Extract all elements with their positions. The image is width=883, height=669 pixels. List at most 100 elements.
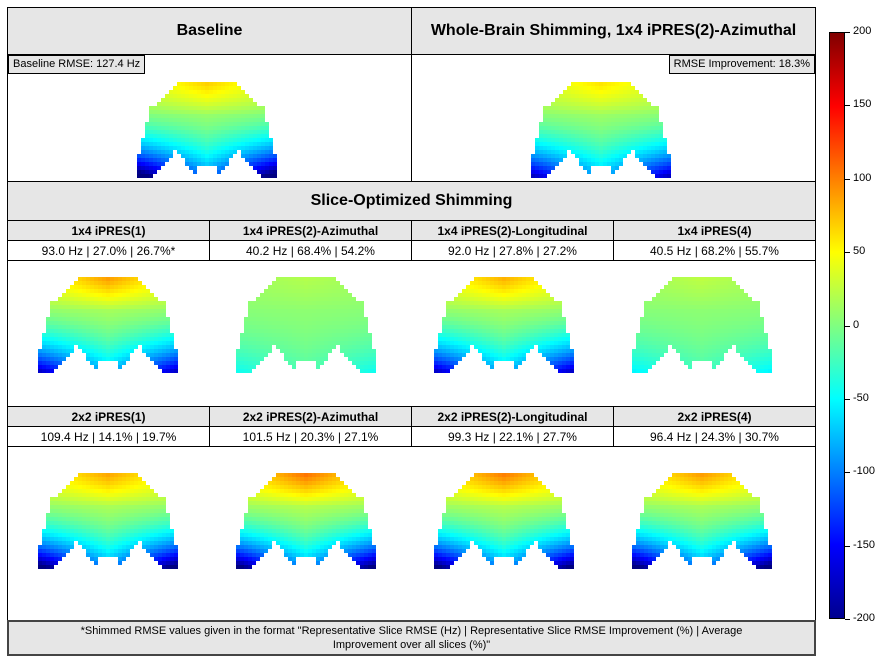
- heatmap-cell: [744, 297, 748, 301]
- heatmap-cell: [340, 285, 344, 289]
- heatmap-cell: [356, 341, 360, 345]
- heatmap-cell: [320, 509, 324, 513]
- heatmap-cell: [114, 289, 118, 293]
- heatmap-cell: [134, 541, 138, 545]
- heatmap-cell: [181, 82, 185, 86]
- heatmap-cell: [579, 138, 583, 142]
- heatmap-cell: [728, 305, 732, 309]
- heatmap-cell: [542, 489, 546, 493]
- heatmap-cell: [98, 325, 102, 329]
- heatmap-cell: [150, 545, 154, 549]
- heatmap-cell: [142, 345, 146, 349]
- heatmap-cell: [340, 537, 344, 541]
- heatmap-cell: [118, 497, 122, 501]
- heatmap-cell: [684, 357, 688, 361]
- heatmap-cell: [66, 325, 70, 329]
- heatmap-cell: [248, 561, 252, 565]
- heatmap-cell: [42, 565, 46, 569]
- heatmap-cell: [162, 305, 166, 309]
- heatmap-cell: [241, 114, 245, 118]
- heatmap-cell: [162, 553, 166, 557]
- heatmap-cell: [571, 102, 575, 106]
- heatmap-cell: [221, 122, 225, 126]
- heatmap-cell: [130, 301, 134, 305]
- heatmap-cell: [257, 118, 261, 122]
- heatmap-cell: [655, 158, 659, 162]
- heatmap-cell: [688, 333, 692, 337]
- heatmap-cell: [110, 353, 114, 357]
- heatmap-cell: [559, 142, 563, 146]
- heatmap-cell: [118, 317, 122, 321]
- heatmap-cell: [522, 357, 526, 361]
- heatmap-cell: [146, 329, 150, 333]
- heatmap-cell: [50, 541, 54, 545]
- heatmap-cell: [213, 122, 217, 126]
- heatmap-cell: [704, 341, 708, 345]
- heatmap-cell: [563, 94, 567, 98]
- heatmap-cell: [236, 553, 240, 557]
- heatmap-cell: [752, 305, 756, 309]
- heatmap-cell: [158, 561, 162, 565]
- heatmap-cell: [86, 477, 90, 481]
- heatmap-cell: [248, 509, 252, 513]
- heatmap-cell: [66, 525, 70, 529]
- heatmap-cell: [280, 541, 284, 545]
- heatmap-cell: [442, 361, 446, 365]
- heatmap-cell: [652, 317, 656, 321]
- heatmap-cell: [288, 289, 292, 293]
- heatmap-cell: [149, 134, 153, 138]
- heatmap-cell: [538, 485, 542, 489]
- heatmap-cell: [316, 313, 320, 317]
- heatmap-cell: [157, 142, 161, 146]
- heatmap-cell: [356, 561, 360, 565]
- heatmap-cell: [611, 102, 615, 106]
- heatmap-cell: [288, 513, 292, 517]
- heatmap-cell: [534, 321, 538, 325]
- heatmap-cell: [46, 537, 50, 541]
- heatmap-cell: [90, 493, 94, 497]
- heatmap-cell: [522, 353, 526, 357]
- heatmap-cell: [82, 337, 86, 341]
- heatmap-cell: [591, 158, 595, 162]
- heatmap-cell: [583, 158, 587, 162]
- heatmap-cell: [272, 477, 276, 481]
- heatmap-cell: [296, 545, 300, 549]
- heatmap-cell: [542, 345, 546, 349]
- heatmap-cell: [197, 110, 201, 114]
- heatmap-cell: [356, 365, 360, 369]
- heatmap-cell: [360, 317, 364, 321]
- heatmap-cell: [264, 333, 268, 337]
- heatmap-cell: [110, 501, 114, 505]
- heatmap-cell: [360, 325, 364, 329]
- heatmap-cell: [292, 333, 296, 337]
- heatmap-cell: [260, 489, 264, 493]
- heatmap-cell: [542, 333, 546, 337]
- heatmap-cell: [332, 477, 336, 481]
- heatmap-cell: [280, 537, 284, 541]
- heatmap-cell: [748, 361, 752, 365]
- heatmap-cell: [348, 505, 352, 509]
- heatmap-cell: [70, 325, 74, 329]
- heatmap-cell: [570, 365, 574, 369]
- heatmap-cell: [623, 114, 627, 118]
- heatmap-cell: [217, 142, 221, 146]
- heatmap-cell: [575, 146, 579, 150]
- heatmap-cell: [268, 501, 272, 505]
- heatmap-cell: [78, 337, 82, 341]
- heatmap-cell: [708, 341, 712, 345]
- heatmap-cell: [664, 329, 668, 333]
- heatmap-cell: [229, 102, 233, 106]
- heatmap-cell: [724, 289, 728, 293]
- heatmap-cell: [764, 357, 768, 361]
- heatmap-cell: [276, 541, 280, 545]
- heatmap-cell: [126, 357, 130, 361]
- heatmap-cell: [696, 297, 700, 301]
- heatmap-cell: [304, 497, 308, 501]
- heatmap-cell: [300, 289, 304, 293]
- heatmap-cell: [94, 553, 98, 557]
- heatmap-cell: [138, 517, 142, 521]
- heatmap-cell: [308, 549, 312, 553]
- heatmap-cell: [627, 146, 631, 150]
- heatmap-cell: [716, 349, 720, 353]
- heatmap-cell: [611, 130, 615, 134]
